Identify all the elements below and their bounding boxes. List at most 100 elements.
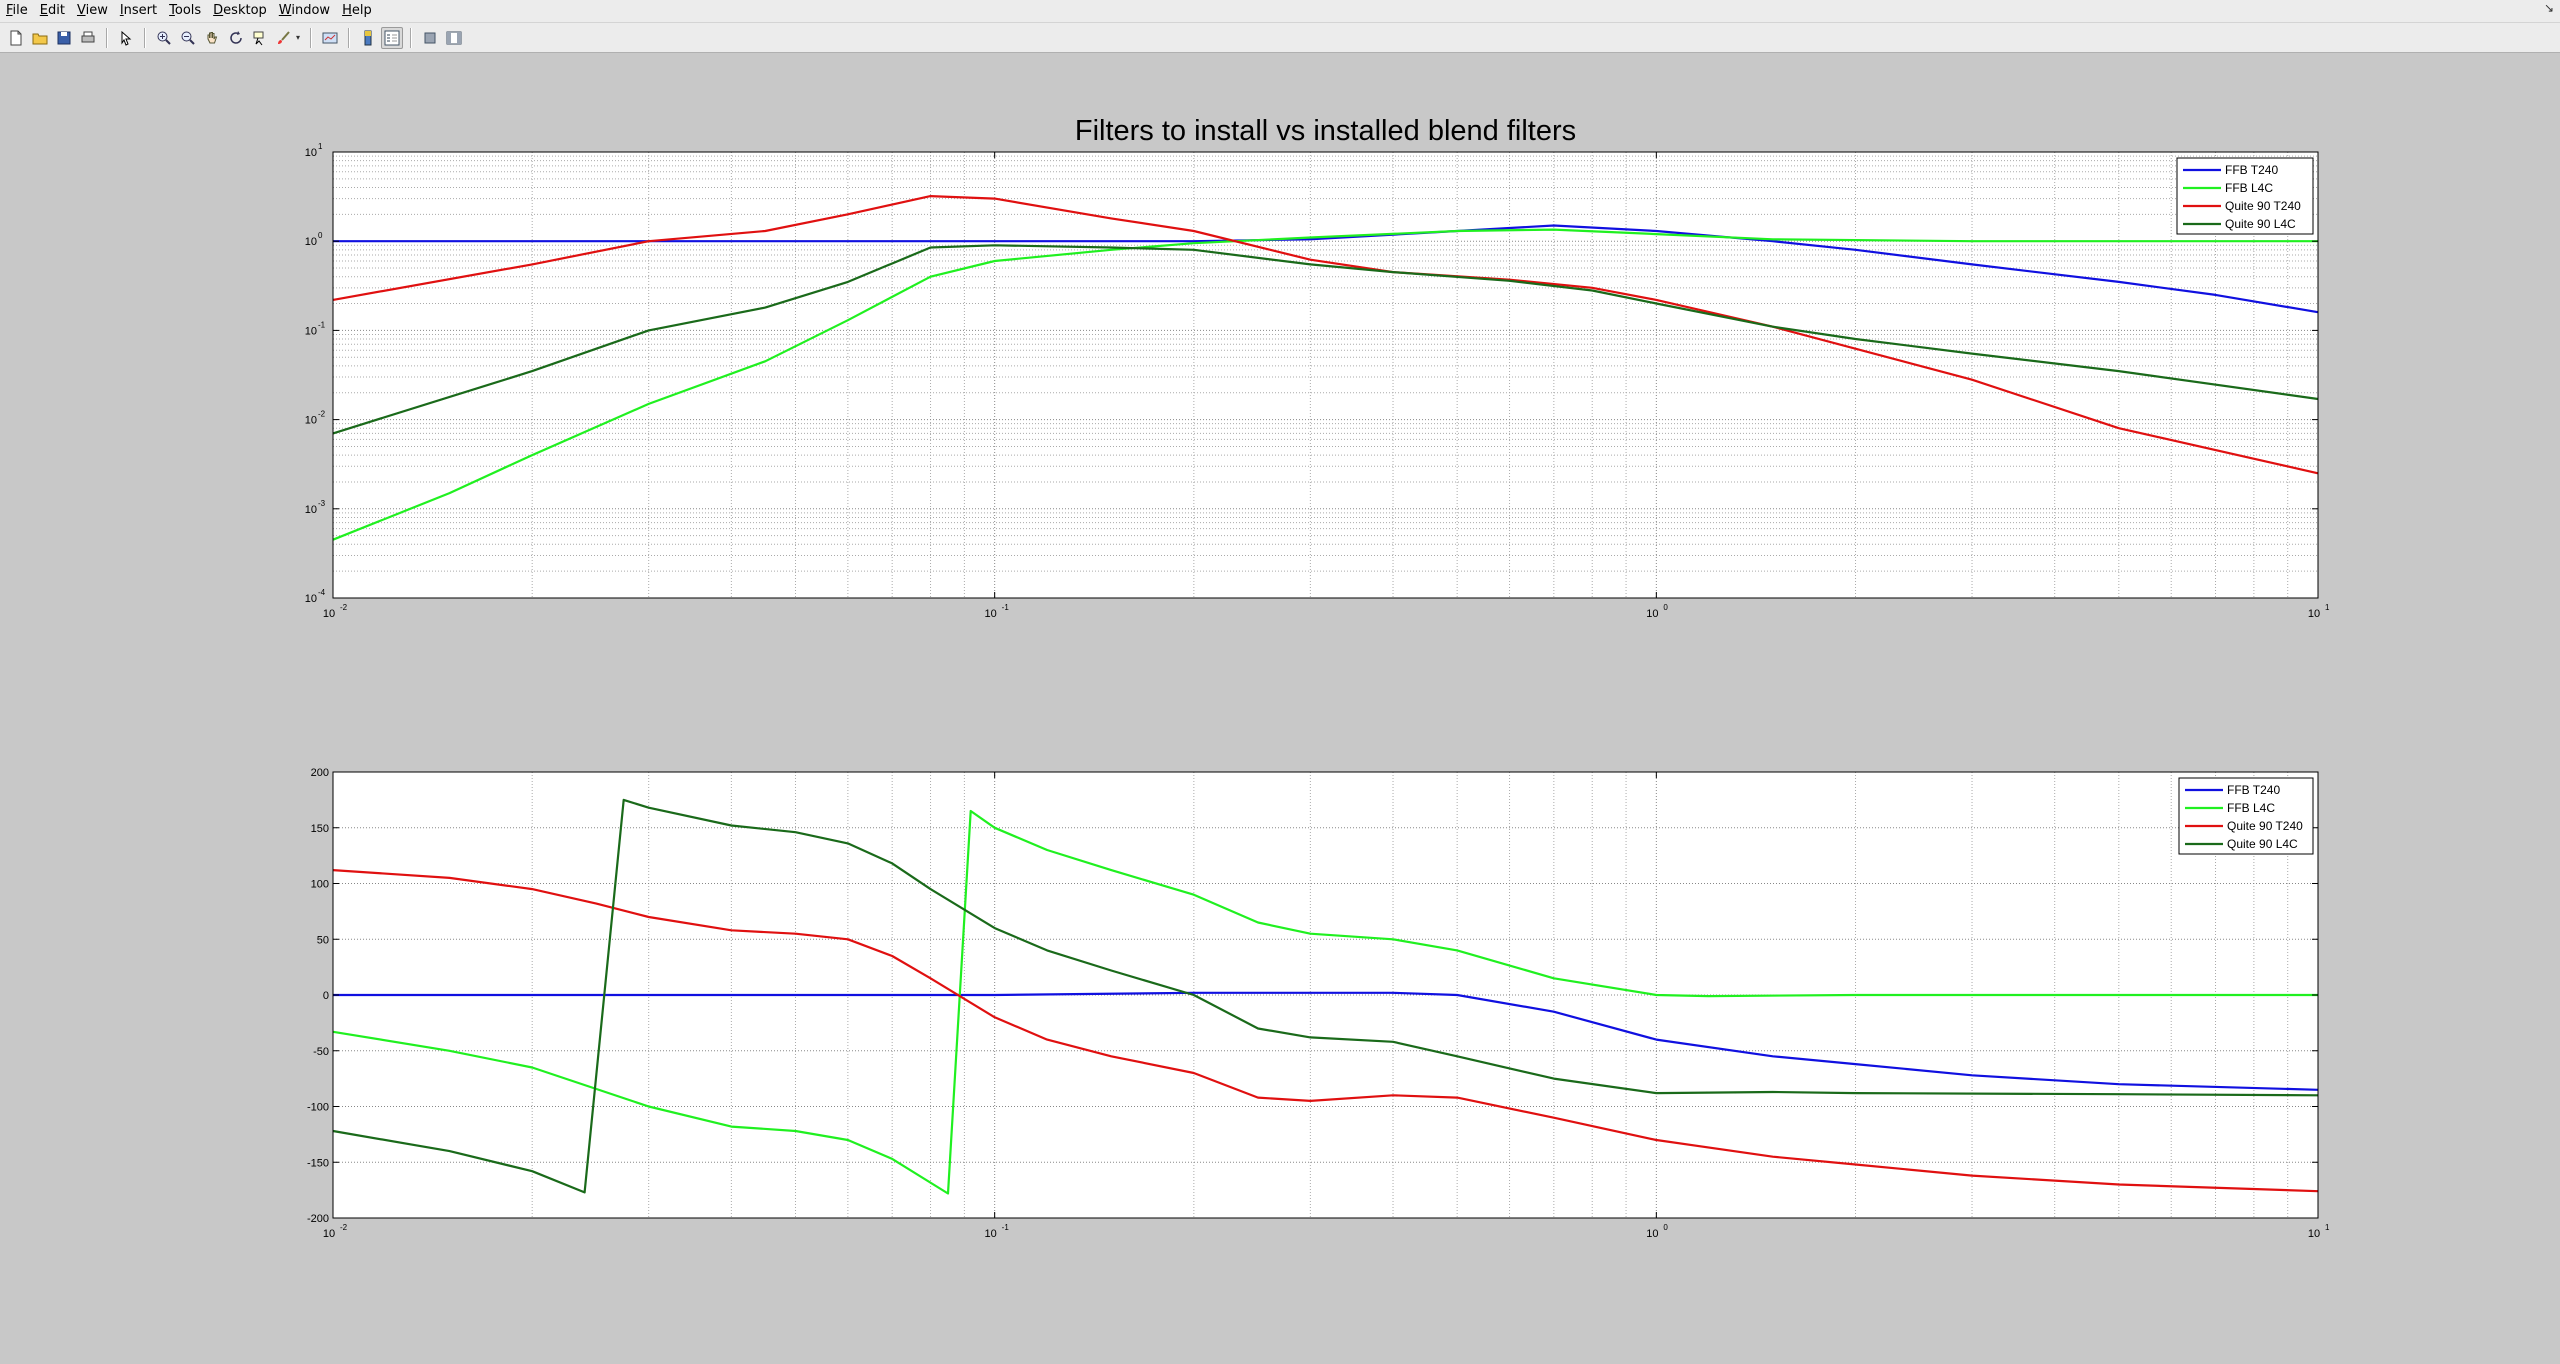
axes-phase: 10-210-1100101200150100500-50-100-150-20… <box>307 767 2330 1240</box>
print-icon[interactable] <box>77 27 99 49</box>
menu-insert[interactable]: Insert <box>119 3 158 18</box>
x-tick-label: 10 <box>1646 608 1658 620</box>
toolbar-separator <box>348 27 350 48</box>
series-line-quite-90-t240 <box>332 869 2319 1193</box>
menu-desktop[interactable]: Desktop <box>213 3 267 18</box>
toolbar-separator <box>410 27 412 48</box>
toolbar-separator <box>144 27 146 48</box>
data-cursor-icon[interactable] <box>249 27 271 49</box>
x-tick-exponent: -2 <box>340 1223 348 1232</box>
legend-icon[interactable] <box>381 26 403 49</box>
x-tick-labels: 10 -2 10 -1 10 0 10 1 <box>323 152 2330 620</box>
y-tick-label: 100 <box>311 879 329 891</box>
series-line-ffb-l4c <box>332 809 2318 1195</box>
y-tick-exponent: -4 <box>318 588 326 597</box>
menu-window[interactable]: Window <box>278 3 331 18</box>
x-tick-label: 10 <box>2308 608 2320 620</box>
y-tick-label: 200 <box>311 767 329 779</box>
series-lines <box>332 195 2319 541</box>
series-line-ffb-t240 <box>333 991 2319 1091</box>
y-tick-label: 10 <box>305 504 317 516</box>
menu-help[interactable]: Help <box>342 3 372 18</box>
series-line-ffb-t240 <box>333 224 2319 314</box>
x-tick-label: 10 <box>2308 1228 2320 1240</box>
legend-entry: Quite 90 T240 <box>2227 819 2303 833</box>
hide-plot-tools-icon[interactable] <box>419 27 441 49</box>
y-tick-labels: 200 150 100 50 0 -50 -100 -150 -200 <box>307 767 2318 1225</box>
toolbar-separator <box>106 27 108 48</box>
y-tick-label: -200 <box>307 1213 329 1225</box>
legend: FFB T240 FFB L4C Quite 90 T240 Quite 90 L4C <box>2178 777 2314 855</box>
pointer-icon[interactable] <box>115 27 137 49</box>
y-tick-label: -150 <box>307 1157 329 1169</box>
legend-entry: FFB T240 <box>2225 163 2278 177</box>
rotate-3d-icon[interactable] <box>225 27 247 49</box>
series-line-quite-90-t240 <box>332 195 2319 475</box>
menu-view[interactable]: View <box>76 3 108 18</box>
colorbar-icon[interactable] <box>357 27 379 49</box>
y-tick-label: 10 <box>305 236 317 248</box>
grid-lines <box>333 152 2318 598</box>
zoom-in-icon[interactable] <box>153 27 175 49</box>
y-tick-label: -50 <box>313 1046 329 1058</box>
y-tick-label: 50 <box>317 934 329 946</box>
save-icon[interactable] <box>53 27 75 49</box>
legend-entry: FFB T240 <box>2227 783 2280 797</box>
zoom-out-icon[interactable] <box>177 27 199 49</box>
axes-background <box>333 152 2318 598</box>
show-plot-tools-icon[interactable] <box>443 27 465 49</box>
legend-entry: Quite 90 L4C <box>2227 837 2298 851</box>
chart-title: Filters to install vs installed blend fi… <box>1075 115 1576 147</box>
axes-magnitude: 10-210-110010110-410-310-210-1100101FFB … <box>305 142 2330 620</box>
x-tick-exponent: 0 <box>1663 1223 1668 1232</box>
y-tick-label: 0 <box>323 990 329 1002</box>
y-tick-label: 150 <box>311 823 329 835</box>
figure-toolbar: ▾ <box>0 23 2560 53</box>
brush-icon[interactable] <box>273 27 295 49</box>
x-tick-label: 10 <box>985 608 997 620</box>
undock-icon[interactable]: ↘ <box>2543 1 2554 15</box>
series-lines <box>332 798 2319 1195</box>
menu-edit[interactable]: Edit <box>39 3 65 18</box>
pan-hand-icon[interactable] <box>201 27 223 49</box>
x-tick-exponent: 0 <box>1663 603 1668 612</box>
y-tick-exponent: -2 <box>318 410 326 419</box>
series-line-ffb-l4c <box>332 228 2318 541</box>
open-file-icon[interactable] <box>29 27 51 49</box>
x-tick-label: 10 <box>1646 1228 1658 1240</box>
x-tick-labels: 10 -2 10 -1 10 0 10 1 <box>323 772 2330 1240</box>
y-tick-label: 10 <box>305 593 317 605</box>
y-tick-label: 10 <box>305 147 317 159</box>
y-tick-label: 10 <box>305 415 317 427</box>
menu-tools[interactable]: Tools <box>169 3 202 18</box>
axes-box <box>332 151 2319 599</box>
x-tick-exponent: 1 <box>2325 603 2330 612</box>
brush-dropdown-icon[interactable]: ▾ <box>296 33 301 42</box>
series-line-quite-90-l4c <box>332 798 2319 1194</box>
legend-entry: Quite 90 L4C <box>2225 217 2296 231</box>
y-tick-label: 10 <box>305 325 317 337</box>
toolbar-separator <box>310 27 312 48</box>
x-tick-exponent: -1 <box>1002 1223 1010 1232</box>
x-tick-exponent: 1 <box>2325 1223 2330 1232</box>
menu-file[interactable]: File <box>6 3 28 18</box>
x-tick-label: 10 <box>323 1228 335 1240</box>
y-tick-label: -100 <box>307 1102 329 1114</box>
y-tick-exponent: 1 <box>318 142 323 151</box>
x-tick-label: 10 <box>985 1228 997 1240</box>
x-tick-exponent: -2 <box>340 603 348 612</box>
new-figure-icon[interactable] <box>5 27 27 49</box>
legend-entry: FFB L4C <box>2227 801 2275 815</box>
y-tick-exponent: 0 <box>318 231 323 240</box>
link-plot-icon[interactable] <box>319 27 341 49</box>
x-tick-label: 10 <box>323 608 335 620</box>
y-tick-exponent: -1 <box>318 320 326 329</box>
menu-bar: File Edit View Insert Tools Desktop Wind… <box>0 0 2560 23</box>
series-line-quite-90-l4c <box>332 244 2319 435</box>
legend-entry: FFB L4C <box>2225 181 2273 195</box>
legend: FFB T240 FFB L4C Quite 90 T240 Quite 90 L4C <box>2176 157 2314 235</box>
legend-entry: Quite 90 T240 <box>2225 199 2301 213</box>
y-tick-exponent: -3 <box>318 499 326 508</box>
